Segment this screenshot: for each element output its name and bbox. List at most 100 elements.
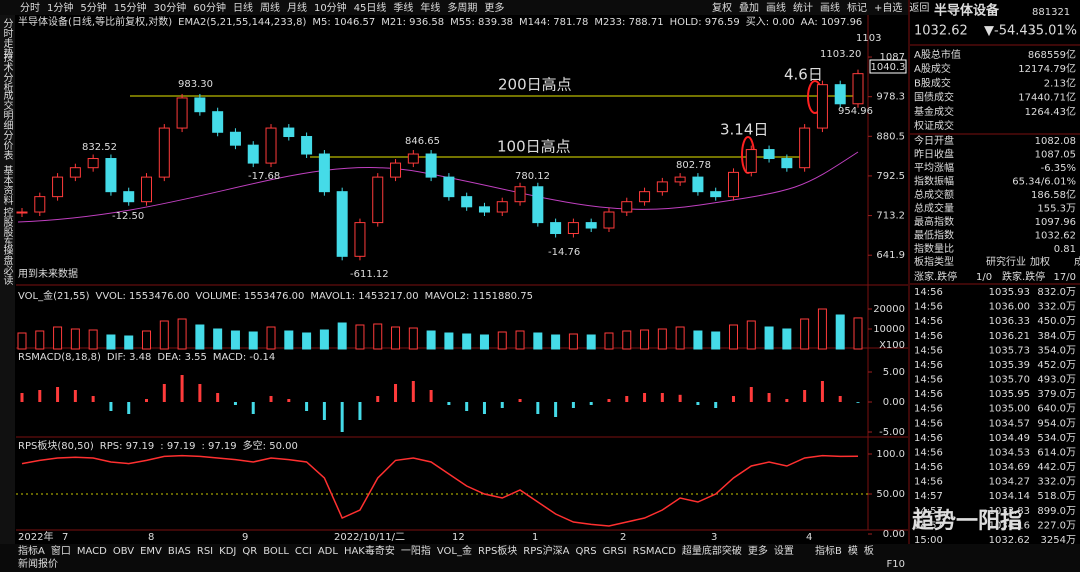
tool-button[interactable]: 叠加 — [739, 2, 759, 14]
period-button[interactable]: 1分钟 — [47, 1, 73, 14]
indicator-tab[interactable]: 更多 — [748, 544, 768, 557]
period-button[interactable]: 45日线 — [354, 1, 387, 14]
indicator-tab[interactable]: RSMACD — [633, 546, 677, 557]
indicator-legend: DIF: 3.48 — [107, 352, 151, 363]
tool-button[interactable]: 返回 — [909, 2, 929, 14]
indicator-tab[interactable]: KDJ — [219, 546, 236, 557]
candle — [745, 149, 757, 173]
price-annotation: 780.12 — [515, 171, 550, 182]
tool-button[interactable]: 画线 — [820, 1, 840, 14]
period-button[interactable]: 月线 — [287, 1, 307, 14]
side-tab[interactable]: 操盘必读 — [1, 244, 13, 286]
side-tab[interactable]: 基本资料 — [1, 164, 13, 206]
stat-label: 基金成交 — [914, 105, 954, 118]
period-button[interactable]: 5分钟 — [80, 1, 106, 14]
x-axis-label: 3 — [711, 532, 717, 543]
candle — [799, 127, 811, 169]
indicator-tab[interactable]: MACD — [77, 546, 107, 557]
candle — [443, 176, 455, 198]
tool-button[interactable]: 标记 — [847, 2, 867, 14]
indicator-tab[interactable]: QR — [242, 546, 257, 557]
indicator-tab[interactable]: 指标A — [18, 544, 45, 557]
y-tick-label: 100.0 — [876, 449, 905, 460]
stat-label: 昨日收盘 — [914, 148, 954, 161]
side-tab[interactable]: 分时走势 — [1, 18, 13, 59]
stat-label: A股总市值 — [914, 48, 961, 61]
period-button[interactable]: 日线 — [233, 1, 253, 14]
volume-bar — [373, 323, 383, 350]
tool-button[interactable]: 画线 — [766, 1, 786, 14]
indicator-tab[interactable]: EMV — [140, 546, 162, 557]
status-right: F10 — [887, 559, 905, 570]
period-button[interactable]: 分时 — [20, 2, 40, 14]
indicator-tab[interactable]: 模 — [848, 545, 858, 557]
side-tab[interactable]: 成交明细 — [1, 90, 13, 130]
period-button[interactable]: 年线 — [420, 1, 440, 14]
tick-volume: 640.0万 — [1037, 404, 1076, 415]
x-axis-label: 12 — [452, 532, 465, 543]
indicator-tab[interactable]: 一阳指 — [401, 544, 431, 557]
stat-value: 1032.62 — [1035, 231, 1076, 242]
tool-button[interactable]: 复权 — [712, 1, 732, 14]
indicator-tab[interactable]: QRS — [575, 546, 596, 557]
indicator-tab[interactable]: 窗口 — [51, 544, 71, 557]
indicator-tab[interactable]: VOL_金 — [437, 544, 472, 557]
tool-button[interactable]: 统计 — [793, 1, 813, 14]
tick-volume: 493.0万 — [1037, 375, 1076, 386]
candle — [834, 84, 846, 105]
stat-value: 1082.08 — [1035, 136, 1076, 147]
period-button[interactable]: 季线 — [393, 1, 413, 14]
candle — [265, 127, 277, 164]
indicator-tab[interactable]: HAK毒奇安 — [344, 544, 395, 557]
period-button[interactable]: 多周期 — [447, 1, 477, 14]
stat-label: A股成交 — [914, 62, 951, 75]
indicator-tab[interactable]: RPS沪深A — [523, 544, 569, 557]
macd-bar — [660, 393, 664, 402]
side-tab[interactable]: 分价表 — [1, 130, 13, 161]
period-button[interactable]: 30分钟 — [153, 1, 186, 14]
indicator-tab[interactable]: RPS板块 — [478, 544, 517, 557]
side-tab[interactable]: 控股股东 — [1, 206, 13, 247]
indicator-legend: : 97.19 — [201, 441, 236, 452]
candle — [16, 211, 28, 214]
candle — [212, 111, 224, 133]
tick-time: 14:56 — [914, 287, 943, 298]
period-button[interactable]: 15分钟 — [114, 1, 147, 14]
period-button[interactable]: 更多 — [484, 1, 504, 14]
macd-bar — [749, 387, 753, 402]
price-annotation: -17.68 — [248, 171, 280, 182]
tick-price: 1035.93 — [989, 287, 1030, 298]
indicator-tab[interactable]: CCI — [295, 546, 312, 557]
indicator-tab[interactable]: 指标B — [815, 544, 842, 557]
stat-value: 65.34/6.01% — [1012, 177, 1076, 188]
period-button[interactable]: 10分钟 — [314, 1, 347, 14]
macd-bar — [305, 402, 309, 411]
macd-bar — [145, 399, 149, 402]
indicator-legend: HOLD: 976.59 — [670, 17, 740, 28]
y-tick-label: 792.5 — [876, 171, 905, 182]
candle — [674, 176, 686, 183]
indicator-legend: M21: 936.58 — [381, 17, 444, 28]
macd-bar — [589, 402, 593, 405]
tick-time: 14:56 — [914, 302, 943, 313]
candle — [318, 153, 330, 193]
side-tab[interactable]: 技术分析 — [1, 51, 13, 93]
indicator-tab[interactable]: 板 — [864, 544, 874, 557]
period-button[interactable]: 60分钟 — [193, 1, 226, 14]
indicator-tab[interactable]: 设置 — [774, 545, 794, 557]
indicator-tab[interactable]: GRSI — [603, 546, 627, 557]
period-button[interactable]: 周线 — [260, 1, 280, 14]
indicator-tab[interactable]: 超量底部突破 — [682, 544, 742, 557]
tick-price: 1032.62 — [989, 535, 1030, 546]
indicator-tab[interactable]: ADL — [318, 546, 339, 557]
indicator-tab[interactable]: BOLL — [263, 546, 289, 557]
indicator-tab[interactable]: OBV — [113, 546, 134, 557]
indicator-tab[interactable]: RSI — [197, 546, 213, 557]
indicator-legend: EMA2(5,21,55,144,233,8) — [178, 17, 306, 28]
tool-button[interactable]: +自选 — [874, 1, 902, 14]
volume-bar — [746, 320, 756, 350]
candle — [478, 206, 490, 213]
volume-bar — [230, 330, 240, 350]
indicator-tab[interactable]: BIAS — [168, 546, 191, 557]
candle — [390, 162, 402, 178]
